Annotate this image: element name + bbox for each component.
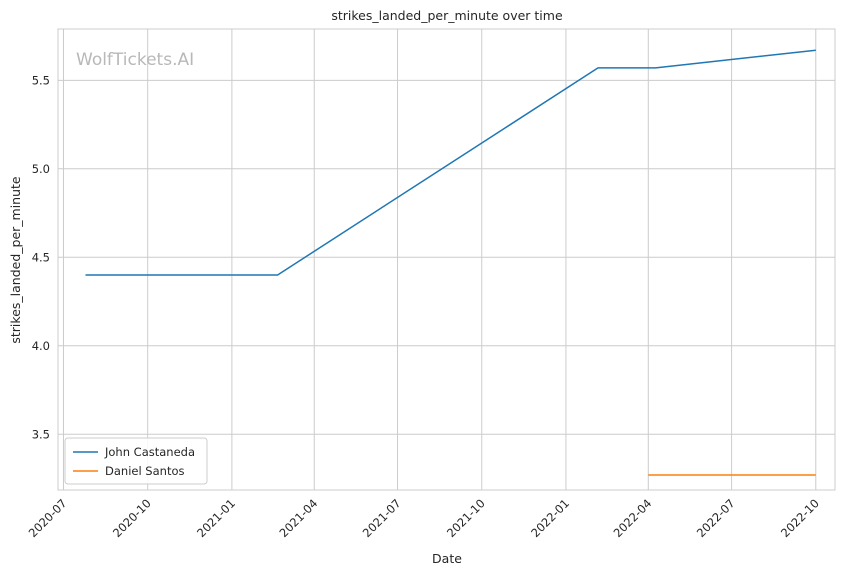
chart-title: strikes_landed_per_minute over time [331, 8, 563, 23]
legend-label-john-castaneda: John Castaneda [104, 445, 195, 459]
y-tick-label: 4.0 [32, 339, 50, 353]
series-layer [85, 49, 816, 476]
plot-frame [57, 28, 836, 491]
y-tick-label: 4.5 [32, 250, 50, 264]
legend: John Castaneda Daniel Santos [64, 437, 208, 485]
y-tick-label: 3.5 [32, 427, 50, 441]
y-axis-ticks: 3.5 4.0 4.5 5.0 5.5 [32, 73, 50, 441]
legend-box [64, 437, 208, 485]
y-tick-label: 5.0 [32, 162, 50, 176]
series-line-john-castaneda [85, 49, 816, 276]
x-axis-label: Date [432, 551, 462, 566]
legend-label-daniel-santos: Daniel Santos [105, 464, 184, 478]
y-axis-label: strikes_landed_per_minute [8, 176, 23, 344]
watermark: WolfTickets.AI [76, 50, 194, 70]
grid [58, 29, 835, 490]
y-tick-label: 5.5 [32, 73, 50, 87]
